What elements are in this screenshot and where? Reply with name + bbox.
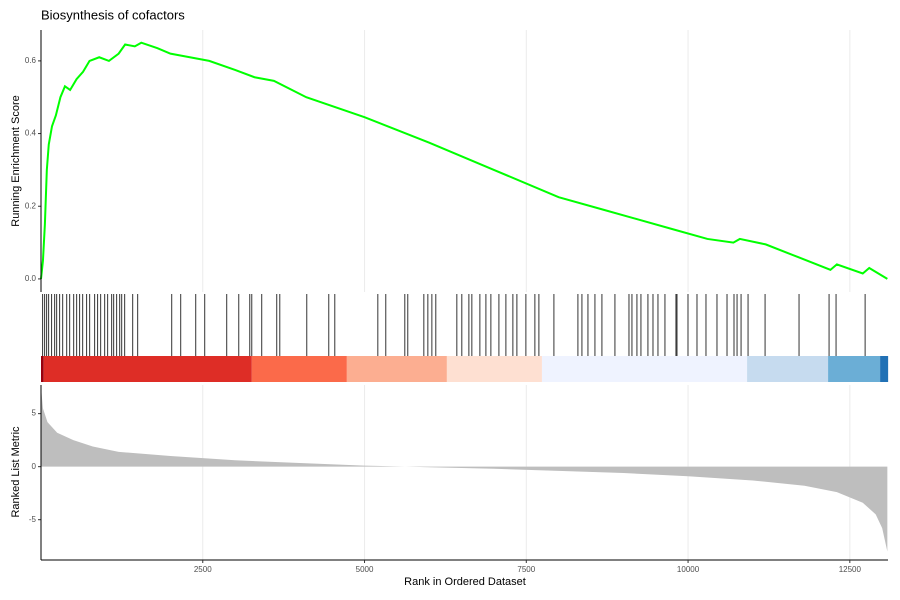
es-line: [40, 41, 888, 280]
x-axis-label: Rank in Ordered Dataset: [404, 576, 526, 588]
y-axis-label: Running Enrichment Score: [10, 95, 22, 226]
y-tick-label: 0.2: [25, 201, 37, 210]
rank-band: [541, 356, 748, 382]
rank-band: [880, 356, 889, 382]
chart-title: Biosynthesis of cofactors: [41, 7, 185, 22]
y-tick-label: 5: [32, 409, 37, 418]
x-tick-label: 7500: [517, 565, 535, 574]
x-tick-label: 2500: [194, 565, 212, 574]
y-tick-label: 0.6: [25, 56, 37, 65]
rank-band: [43, 356, 252, 382]
rank-band: [446, 356, 542, 382]
rank-band: [747, 356, 829, 382]
y-tick-label: 0.0: [25, 274, 37, 283]
metric-area: [41, 387, 888, 552]
x-tick-label: 5000: [356, 565, 374, 574]
x-tick-label: 12500: [839, 565, 862, 574]
x-tick-label: 10000: [677, 565, 700, 574]
rank-band: [41, 356, 44, 382]
y-tick-label: 0: [32, 462, 37, 471]
y-axis-label: Ranked List Metric: [10, 426, 22, 518]
rank-band: [828, 356, 881, 382]
rank-band: [346, 356, 447, 382]
rank-band: [251, 356, 347, 382]
y-tick-label: 0.4: [25, 129, 37, 138]
y-tick-label: -5: [29, 515, 37, 524]
